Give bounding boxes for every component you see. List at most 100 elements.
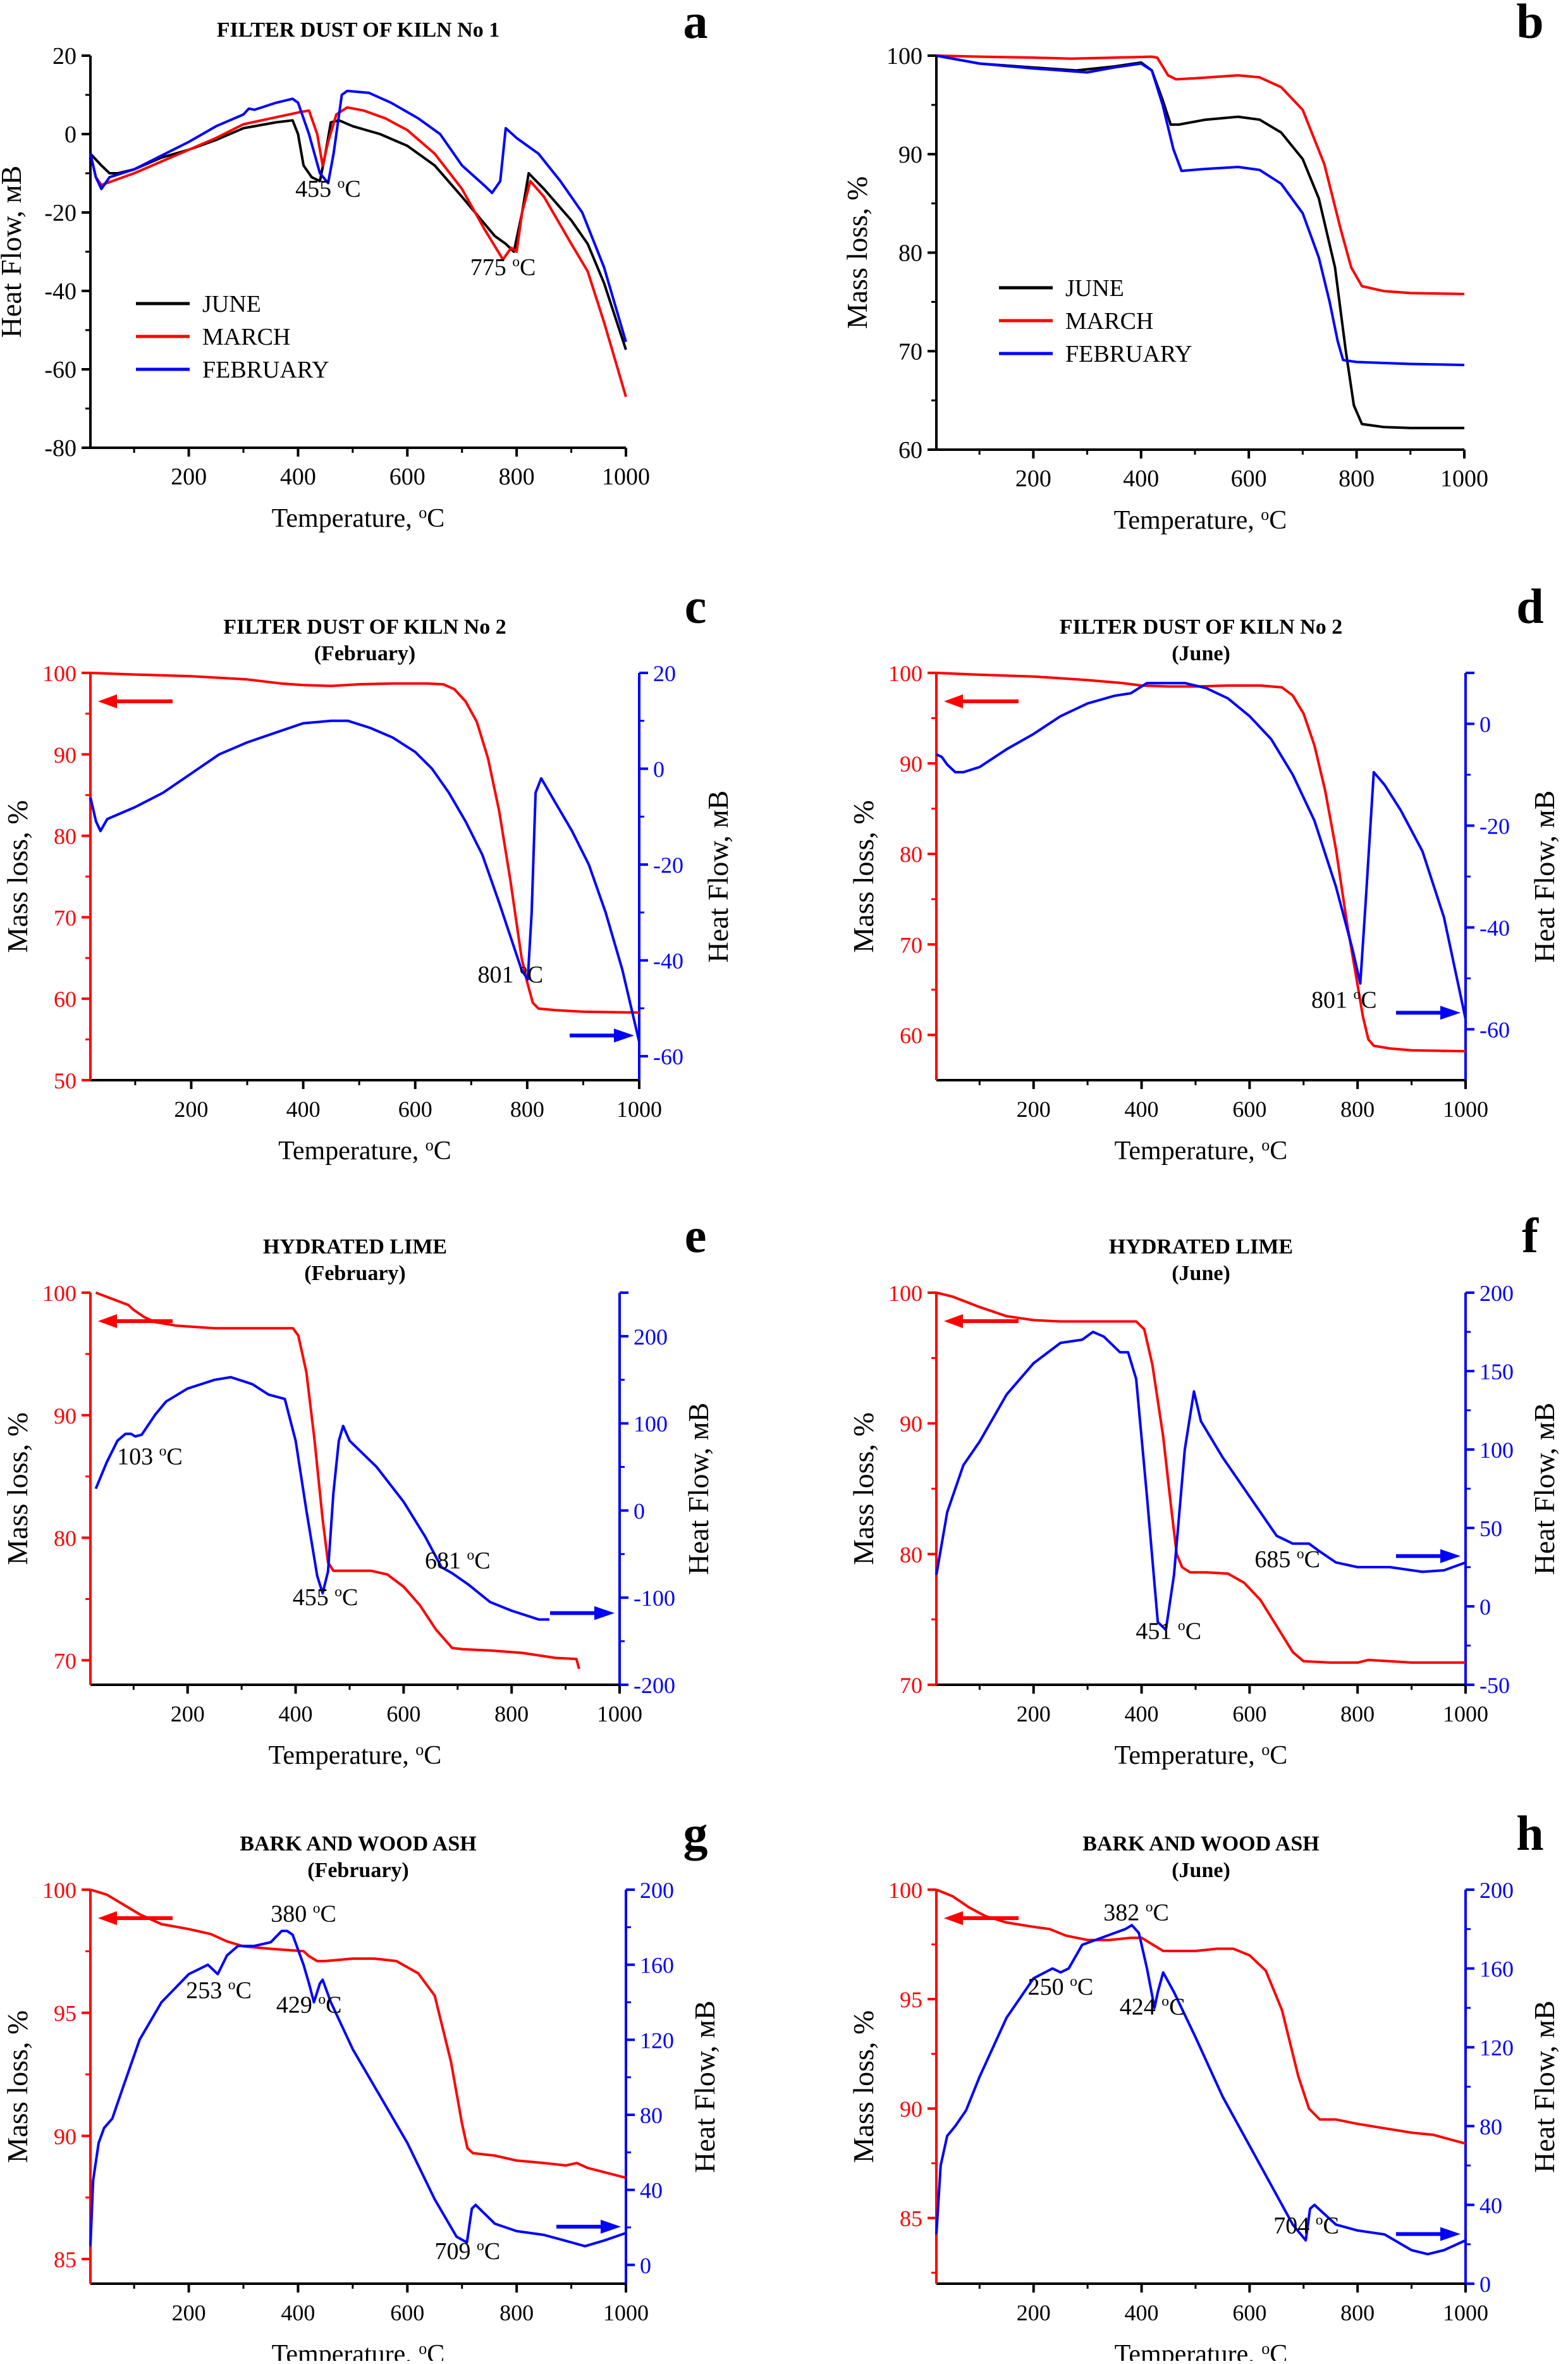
y-tick-label: 100 (888, 1878, 922, 1903)
series-line-june (936, 54, 1464, 429)
chart-panel-b: b 200 400 600 800 1000 100 90 80 70 60 Temperature,… (841, 0, 1544, 535)
series-line-february (936, 54, 1465, 367)
x-tick-label: 200 (171, 464, 207, 490)
y-tick-label: 70 (54, 905, 77, 930)
x-tick-label: 800 (1338, 465, 1375, 492)
peak-annotation: 455 oC (293, 1584, 358, 1611)
y-tick-label: 100 (42, 661, 77, 686)
x-tick-label: 600 (390, 2300, 424, 2325)
y-tick-label: 100 (42, 1878, 77, 1903)
left-axis-arrowhead (944, 1314, 963, 1328)
y-right-tick-label: 0 (640, 2253, 651, 2278)
y-right-tick-label: 160 (1479, 1957, 1514, 1982)
legend-entry: FEBRUARY (1065, 341, 1192, 367)
peak-annotation: 429 oC (276, 1992, 342, 2019)
panel-label: b (1516, 0, 1543, 49)
x-tick-label: 1000 (616, 1097, 662, 1122)
series-line-mass-loss (90, 1888, 627, 2179)
x-axis-label: Temperature, oC (1115, 1740, 1288, 1770)
y-right-tick-label: 40 (1479, 2193, 1502, 2218)
x-tick-label: 200 (172, 2300, 206, 2325)
series-line-mass-loss (90, 672, 640, 1014)
chart-subtitle: (February) (307, 1859, 409, 1882)
peak-annotation: 455 oC (295, 175, 361, 202)
x-tick-label: 1000 (1443, 1701, 1488, 1727)
chart-title: HYDRATED LIME (1109, 1235, 1293, 1259)
x-tick-label: 200 (1015, 465, 1051, 492)
x-tick-label: 1000 (1440, 465, 1488, 492)
x-axis-label: Temperature, oC (269, 1740, 442, 1770)
y-right-tick-label: 80 (640, 2103, 663, 2128)
left-axis-arrowhead (98, 1314, 117, 1328)
y-right-tick-label: 100 (634, 1412, 668, 1437)
y-right-tick-label: -200 (634, 1673, 675, 1698)
y-right-tick-label: 200 (1479, 1878, 1514, 1903)
peak-annotation: 424 oC (1120, 1993, 1185, 2020)
chart-title: FILTER DUST OF KILN No 2 (1060, 615, 1342, 639)
y-tick-label: 70 (900, 932, 922, 957)
y-axis-label: Mass loss, % (1, 800, 34, 953)
panel-label: e (685, 1208, 707, 1263)
x-tick-label: 800 (499, 2300, 534, 2325)
legend-entry: MARCH (202, 324, 290, 350)
series-line-heat-flow (935, 1924, 1466, 2256)
legend-entry: JUNE (1065, 275, 1124, 302)
x-tick-label: 800 (499, 464, 535, 490)
panel-label: a (683, 0, 708, 49)
peak-annotation: 801 oC (477, 961, 543, 988)
y-right-tick-label: 80 (1479, 2114, 1502, 2139)
right-axis-arrowhead (614, 1028, 634, 1043)
y-tick-label: 70 (900, 1673, 922, 1698)
series-line-heat-flow (935, 1331, 1466, 1632)
y-axis-label: Mass loss, % (841, 176, 873, 329)
x-axis-label: Temperature, oC (278, 1136, 451, 1166)
y-tick-label: -20 (44, 200, 77, 226)
y-right-tick-label: 200 (1479, 1281, 1514, 1306)
x-tick-label: 400 (286, 1097, 321, 1122)
x-tick-label: 600 (398, 1097, 432, 1122)
y-tick-label: 85 (900, 2206, 922, 2231)
panel-label: g (683, 1806, 708, 1861)
y-right-tick-label: 100 (1479, 1437, 1514, 1463)
x-tick-label: 800 (1340, 1701, 1375, 1727)
right-axis-arrowhead (1440, 1549, 1461, 1563)
x-tick-label: 600 (386, 1701, 420, 1727)
peak-annotation: 253 oC (186, 1976, 252, 2004)
x-axis-label: Temperature, oC (1115, 2339, 1288, 2361)
y-tick-label: 70 (54, 1648, 77, 1673)
y-axis-label: Mass loss, % (847, 800, 879, 953)
x-tick-label: 400 (280, 464, 316, 490)
y-tick-label: 95 (900, 1987, 922, 2012)
y-axis-label-right: Heat Flow, мВ (682, 1403, 714, 1575)
x-tick-label: 200 (1017, 2300, 1051, 2325)
y-tick-label: 100 (888, 1281, 922, 1306)
y-tick-label: 20 (52, 43, 77, 70)
chart-title: FILTER DUST OF KILN No 2 (223, 615, 506, 639)
y-axis-label-right: Heat Flow, мВ (1528, 791, 1560, 963)
chart-subtitle: (June) (1172, 1262, 1230, 1285)
y-right-tick-label: 0 (634, 1498, 645, 1524)
series-line-march (89, 106, 627, 397)
y-tick-label: 80 (54, 1526, 77, 1551)
y-right-tick-label: 0 (1479, 712, 1491, 737)
x-tick-label: 1000 (597, 1701, 642, 1727)
peak-annotation: 685 oC (1254, 1546, 1320, 1573)
x-tick-label: 600 (1231, 465, 1267, 492)
y-tick-label: -40 (44, 278, 77, 305)
peak-annotation: 380 oC (271, 1900, 336, 1928)
peak-annotation: 801 oC (1311, 987, 1377, 1014)
peak-annotation: 709 oC (435, 2238, 501, 2265)
y-tick-label: -60 (44, 357, 77, 383)
y-tick-label: 90 (900, 751, 922, 777)
y-axis-label: Mass loss, % (1, 2010, 34, 2164)
left-axis-arrowhead (944, 694, 963, 708)
peak-annotation: 775 oC (470, 254, 536, 281)
x-tick-label: 1000 (602, 464, 650, 490)
legend-entry: JUNE (202, 291, 261, 317)
y-tick-label: 90 (54, 742, 77, 768)
y-axis-label: Heat Flow, мВ (0, 166, 27, 338)
x-tick-label: 400 (1125, 1701, 1159, 1727)
y-right-tick-label: -100 (634, 1585, 675, 1611)
series-line-heat-flow (89, 719, 640, 1042)
y-axis-label: Mass loss, % (1, 1412, 34, 1565)
